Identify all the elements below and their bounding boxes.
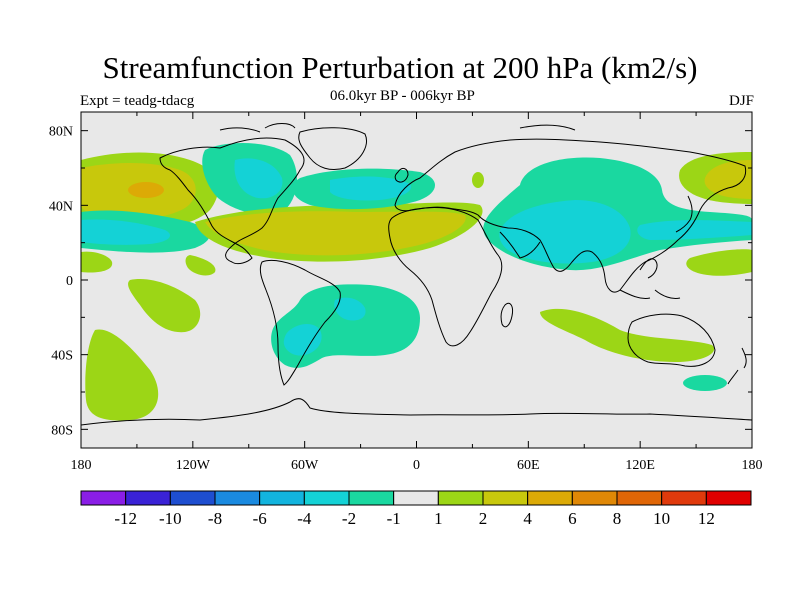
contour-fill: [205, 211, 466, 256]
colorbar-swatch: [393, 490, 439, 506]
coastline: [627, 313, 716, 367]
chart-title: Streamfunction Perturbation at 200 hPa (…: [102, 50, 698, 85]
coastline: [500, 302, 513, 328]
colorbar-swatch: [348, 490, 395, 506]
axis-ticks: [80, 112, 753, 448]
coastline: [388, 207, 503, 347]
colorbar-label: -6: [253, 509, 267, 528]
colorbar-label: 6: [568, 509, 577, 528]
colorbar-swatch: [169, 490, 216, 506]
experiment-label: Expt = teadg-tdacg: [80, 93, 195, 109]
contour-fills: [81, 143, 752, 421]
x-tick-label: 180: [742, 458, 763, 473]
contour-fill: [334, 297, 366, 321]
colorbar-swatch: [482, 490, 529, 506]
colorbar-swatch: [214, 490, 261, 506]
colorbar-swatch: [616, 490, 663, 506]
x-tick-label: 180: [71, 458, 92, 473]
colorbar-swatch: [259, 490, 305, 506]
colorbar: -12 -10 -8 -6 -4 -2 -1 1 2 4 6 8 10 12: [80, 490, 752, 528]
coastlines: [81, 123, 752, 426]
y-tick-label: 0: [66, 274, 73, 289]
colorbar-swatch: [705, 490, 752, 506]
x-tick-label: 60W: [291, 458, 319, 473]
colorbar-label: 1: [434, 509, 443, 528]
contour-fill: [637, 220, 752, 240]
coastline: [394, 138, 747, 293]
x-tick-label: 60E: [517, 458, 540, 473]
colorbar-label: -2: [342, 509, 356, 528]
contour-fill: [540, 308, 715, 362]
colorbar-label: 12: [698, 509, 715, 528]
coastline: [727, 347, 747, 385]
y-tick-label: 40S: [51, 349, 73, 364]
contour-fill: [330, 176, 411, 201]
contour-fill: [683, 375, 727, 391]
colorbar-swatch: [80, 490, 127, 506]
colorbar-label: -12: [114, 509, 137, 528]
coastline: [259, 259, 341, 386]
colorbar-label: 2: [479, 509, 488, 528]
colorbar-label: -8: [208, 509, 222, 528]
y-tick-label: 80S: [51, 423, 73, 438]
contour-fill: [81, 251, 113, 273]
contour-fill: [185, 255, 216, 276]
coastline: [619, 258, 681, 299]
contour-fill: [499, 200, 631, 264]
coastline: [159, 137, 305, 265]
y-tick-label: 40N: [49, 199, 73, 214]
contour-fill: [234, 158, 283, 199]
colorbar-label: 4: [523, 509, 532, 528]
colorbar-label: -10: [159, 509, 182, 528]
coastline: [298, 127, 367, 171]
colorbar-label: -4: [297, 509, 312, 528]
contour-fill: [686, 249, 752, 276]
contour-fill: [704, 160, 752, 199]
colorbar-swatch: [661, 490, 707, 506]
season-label: DJF: [728, 93, 754, 109]
contour-fill: [128, 279, 201, 333]
contour-fill: [283, 324, 322, 356]
colorbar-swatch: [303, 490, 350, 506]
coastline: [394, 167, 409, 183]
colorbar-swatch: [437, 490, 484, 506]
y-tick-label: 80N: [49, 125, 73, 140]
x-tick-label: 120W: [176, 458, 211, 473]
y-tick-labels: 80N 40N 0 40S 80S: [49, 125, 73, 439]
colorbar-swatch: [571, 490, 618, 506]
contour-fill: [81, 219, 170, 245]
x-tick-label: 0: [413, 458, 420, 473]
colorbar-label: 10: [653, 509, 670, 528]
coastline: [675, 195, 693, 233]
colorbar-swatch: [527, 490, 573, 506]
colorbar-label: -1: [387, 509, 401, 528]
x-tick-label: 120E: [625, 458, 655, 473]
contour-fill: [128, 182, 164, 198]
contour-fill: [472, 172, 484, 188]
contour-fill: [85, 329, 159, 421]
coastline: [219, 123, 576, 133]
x-tick-labels: 180 120W 60W 0 60E 120E 180: [71, 458, 763, 473]
colorbar-swatch: [125, 490, 171, 506]
period-label: 06.0kyr BP - 006kyr BP: [330, 88, 475, 104]
coastline: [81, 398, 752, 426]
colorbar-label: 8: [613, 509, 622, 528]
coastline: [499, 231, 541, 259]
